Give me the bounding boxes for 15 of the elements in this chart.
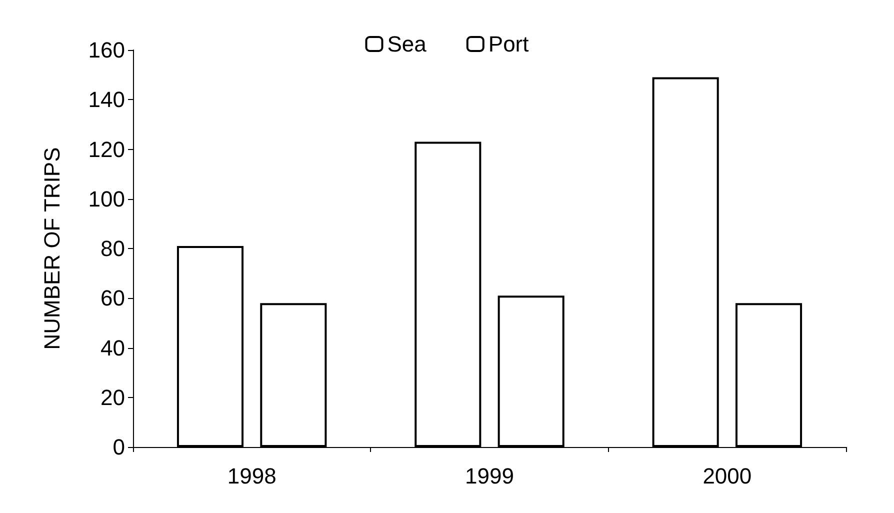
y-tick-label: 80 (100, 236, 125, 261)
x-tick-label: 2000 (702, 464, 752, 488)
y-tick-label: 160 (88, 38, 125, 62)
y-tick-label: 60 (100, 286, 125, 311)
x-tick-label: 1998 (227, 464, 276, 488)
legend-label: Port (488, 32, 529, 56)
legend-label: Sea (387, 32, 428, 56)
x-tick-label: 1999 (465, 464, 514, 488)
y-axis-title: NUMBER OF TRIPS (40, 147, 64, 350)
y-tick-label: 120 (88, 136, 125, 162)
y-tick-label: 140 (88, 87, 125, 112)
y-tick-label: 0 (112, 434, 125, 460)
y-tick-label: 20 (100, 384, 125, 410)
y-tick-label: 100 (88, 186, 125, 212)
y-tick-label: 40 (100, 335, 125, 360)
